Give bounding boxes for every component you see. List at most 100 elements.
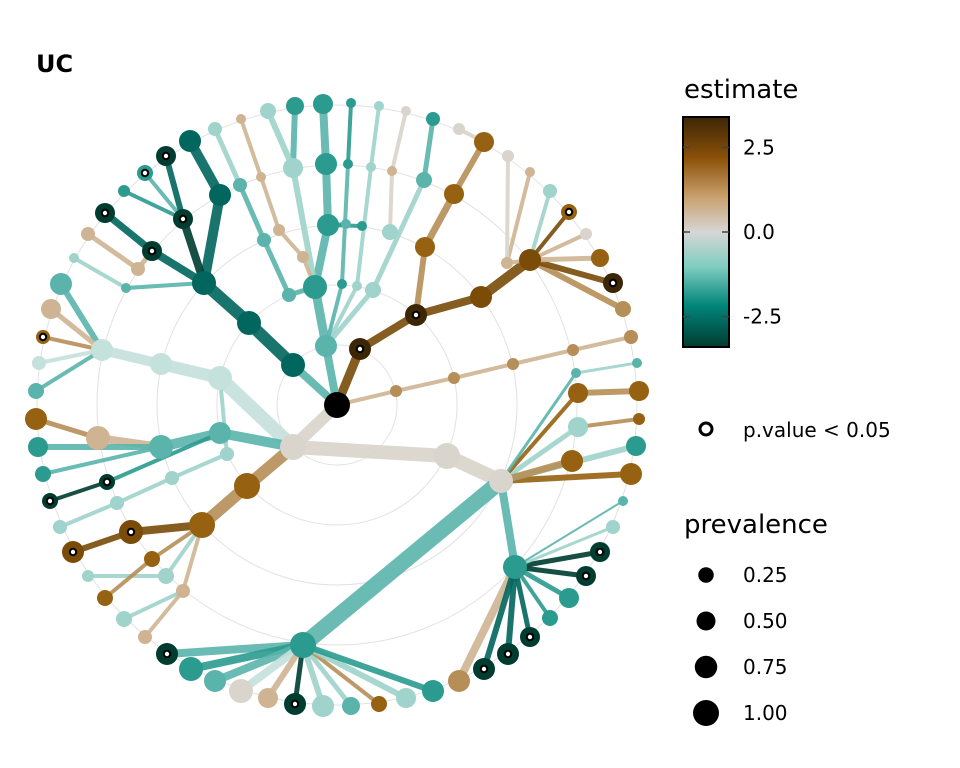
pvalue-marker [698, 421, 714, 437]
tree-edge [499, 391, 580, 483]
tree-edge [301, 642, 435, 694]
prevalence-legend-title: prevalence [684, 510, 828, 540]
significance-marker [411, 310, 421, 320]
taxon-node [591, 249, 609, 267]
taxon-node [615, 301, 631, 317]
taxon-node [396, 688, 416, 708]
taxon-node [444, 184, 464, 204]
tree-edge [395, 376, 455, 393]
taxon-node [144, 551, 160, 567]
taxon-node [25, 408, 47, 430]
estimate-ticks: 2.5 0.0 -2.5 [683, 135, 782, 329]
prevalence-key-label: 0.25 [743, 563, 788, 587]
tree-edge [577, 388, 640, 396]
taxon-node [365, 282, 381, 298]
tree-edge [237, 184, 267, 241]
tree-edge [297, 474, 507, 652]
taxon-node [28, 383, 44, 399]
tree-edge [265, 109, 296, 170]
taxon-node [32, 356, 46, 370]
taxon-node [422, 680, 444, 702]
estimate-tick-label: 2.5 [743, 135, 775, 159]
taxon-node [28, 437, 48, 457]
taxon-node [237, 311, 261, 335]
taxon-node [280, 434, 306, 460]
taxon-node [91, 339, 113, 361]
taxon-node [233, 178, 247, 192]
taxon-node [116, 611, 132, 627]
tree-edge [421, 192, 458, 249]
grid-ring-1 [276, 344, 398, 466]
taxon-node [489, 469, 513, 493]
taxon-node [97, 590, 113, 606]
tree-edge [290, 105, 298, 169]
prevalence-key-circle [694, 655, 718, 679]
prevalence-key-circle [693, 700, 719, 726]
tree-edge [390, 110, 408, 172]
tree-edge [171, 452, 228, 480]
taxon-node [624, 330, 638, 344]
taxon-node [273, 224, 285, 236]
taxon-node [559, 588, 579, 608]
significance-marker [38, 332, 48, 342]
tree-edge [125, 281, 205, 290]
taxon-node [312, 695, 334, 717]
estimate-legend: estimate 2.5 0.0 -2.5 [682, 75, 798, 348]
estimate-colorbar [682, 116, 730, 348]
tree-edge [103, 557, 154, 600]
tree-edge [505, 171, 532, 264]
root-node [324, 392, 350, 418]
taxon-node [86, 426, 110, 450]
significance-marker [45, 496, 55, 506]
tree-edge [261, 238, 292, 297]
taxon-node [208, 122, 222, 136]
taxon-node [179, 130, 201, 152]
taxon-node [503, 555, 527, 579]
tree-edge [369, 105, 381, 168]
taxon-node [561, 450, 583, 472]
taxon-node [632, 358, 642, 368]
taxon-node [236, 114, 246, 124]
taxon-node [35, 466, 51, 482]
taxon-node [448, 372, 460, 384]
significance-marker [608, 278, 618, 288]
tree-edge [528, 257, 625, 312]
prevalence-key-label: 1.00 [743, 701, 788, 725]
tree-edge [199, 194, 225, 284]
tree-edge [324, 285, 359, 347]
grid-ring-2 [216, 284, 458, 526]
taxon-node [53, 520, 67, 534]
tree-edge [451, 140, 487, 196]
significance-marker [525, 632, 535, 642]
taxon-node [525, 167, 535, 177]
estimate-tick-label: -2.5 [743, 305, 782, 329]
taxon-node [629, 381, 649, 401]
tree-edge [481, 566, 518, 670]
tree-edge [163, 155, 186, 220]
taxon-node [618, 496, 628, 506]
taxon-node [257, 233, 271, 247]
prevalence-items: 0.25 0.50 0.75 1.00 [693, 563, 788, 726]
tree-edge [239, 118, 263, 178]
significance-marker [178, 214, 188, 224]
taxon-node [286, 97, 304, 115]
significance-marker [503, 649, 513, 659]
taxon-node [343, 159, 353, 169]
tree-edge [512, 348, 574, 366]
taxon-node [204, 670, 226, 692]
taxon-node [150, 353, 172, 375]
tree-edge [42, 445, 162, 476]
taxon-node [81, 227, 95, 241]
pvalue-label: p.value < 0.05 [743, 418, 891, 442]
tree-edge [514, 525, 614, 569]
taxon-node [434, 443, 460, 469]
taxon-node [426, 112, 440, 126]
taxon-node [371, 696, 387, 712]
taxon-node [415, 237, 435, 257]
significance-marker [147, 246, 157, 256]
tree-edge [123, 589, 184, 621]
taxon-node [543, 184, 557, 198]
taxon-node [209, 184, 231, 206]
taxon-node [283, 158, 303, 178]
